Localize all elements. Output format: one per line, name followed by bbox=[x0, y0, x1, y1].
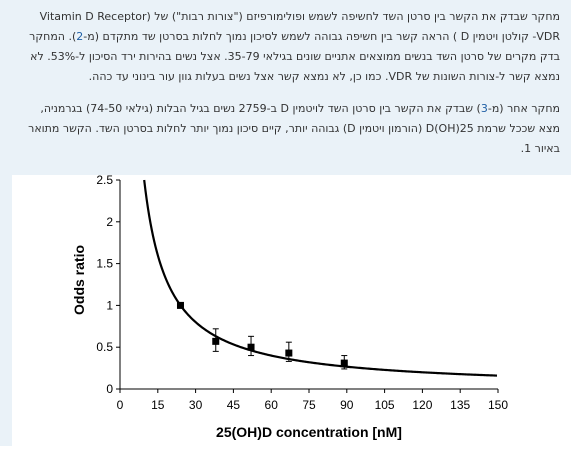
figure-1: 0 15 30 45 60 75 90 105 120 135 150 0 0.5 1 1.5 2 2.5 25… bbox=[0, 173, 571, 446]
x-tick-label: 120 bbox=[412, 398, 432, 412]
y-tick-label: 1.5 bbox=[96, 257, 113, 271]
y-tick-label: 0.5 bbox=[96, 340, 113, 354]
left-panel-stripe bbox=[0, 175, 12, 446]
data-point bbox=[247, 335, 255, 357]
text-line: בדק מקרים של סרטן השד בנשים ממוצאים אתני… bbox=[30, 50, 560, 63]
y-tick-label: 0 bbox=[106, 382, 113, 396]
x-tick-label: 45 bbox=[227, 398, 241, 412]
text-line: מצא שככל שרמת D(OH)25 (הורמון ויטמין D) … bbox=[28, 122, 560, 135]
data-marker bbox=[212, 337, 220, 345]
x-tick-label: 30 bbox=[189, 398, 203, 412]
fitted-curve-group bbox=[143, 179, 498, 377]
y-tick-label: 2 bbox=[106, 215, 113, 229]
data-marker bbox=[176, 301, 184, 309]
text-run: ) שבדק את הקשר בין סרטן השד לויטמין D ב-… bbox=[40, 102, 481, 115]
data-point bbox=[340, 355, 348, 370]
text-run: מחקר אחר (מ- bbox=[487, 102, 560, 115]
x-axis-label: 25(OH)D concentration [nM] bbox=[216, 424, 402, 440]
data-marker bbox=[340, 359, 348, 367]
x-tick-label: 0 bbox=[117, 398, 124, 412]
text-line: באיור 1. bbox=[520, 142, 560, 155]
paragraph-germany-study: מחקר אחר (מ-3) שבדק את הקשר בין סרטן השד… bbox=[14, 99, 560, 159]
y-axis-label: Odds ratio bbox=[71, 245, 87, 315]
data-point bbox=[176, 301, 184, 309]
x-tick-label: 135 bbox=[450, 398, 470, 412]
data-marker bbox=[247, 343, 255, 351]
x-tick-label: 75 bbox=[302, 398, 316, 412]
paragraph-vdr-study: מחקר שבדק את הקשר בין סרטן השד לחשיפה לש… bbox=[14, 7, 560, 87]
reference-link-3[interactable]: 3 bbox=[480, 102, 488, 115]
data-point bbox=[212, 328, 220, 352]
text-run: ). המחקר bbox=[29, 30, 77, 43]
text-line: נמצא קשר ל-צורות השונות של VDR. כמו כן, … bbox=[88, 70, 560, 83]
y-tick-label: 2.5 bbox=[96, 175, 113, 187]
chart-axes: 0 15 30 45 60 75 90 105 120 135 150 0 0.5 1 1.5 2 2.5 bbox=[96, 173, 508, 412]
text-line: VDR- קולטן ויטמין D ) הראה קשר בין חשיפה… bbox=[14, 27, 560, 47]
data-point bbox=[285, 341, 293, 362]
text-line: מחקר שבדק את הקשר בין סרטן השד לחשיפה לש… bbox=[39, 10, 560, 23]
data-marker bbox=[285, 349, 293, 357]
x-tick-label: 105 bbox=[375, 398, 395, 412]
text-line: מחקר אחר (מ-3) שבדק את הקשר בין סרטן השד… bbox=[14, 99, 560, 119]
odds-ratio-chart: 0 15 30 45 60 75 90 105 120 135 150 0 0.5 1 1.5 2 2.5 25… bbox=[71, 173, 508, 440]
fitted-curve bbox=[143, 179, 498, 377]
y-tick-label: 1 bbox=[106, 298, 113, 312]
data-points-group bbox=[176, 301, 348, 370]
x-tick-label: 15 bbox=[151, 398, 165, 412]
x-tick-label: 60 bbox=[265, 398, 279, 412]
x-tick-label: 90 bbox=[340, 398, 354, 412]
reference-link-2[interactable]: 2 bbox=[76, 30, 84, 43]
x-tick-label: 150 bbox=[488, 398, 508, 412]
text-run: VDR- קולטן ויטמין D ) הראה קשר בין חשיפה… bbox=[83, 30, 560, 43]
article-text-section: מחקר שבדק את הקשר בין סרטן השד לחשיפה לש… bbox=[0, 0, 571, 175]
